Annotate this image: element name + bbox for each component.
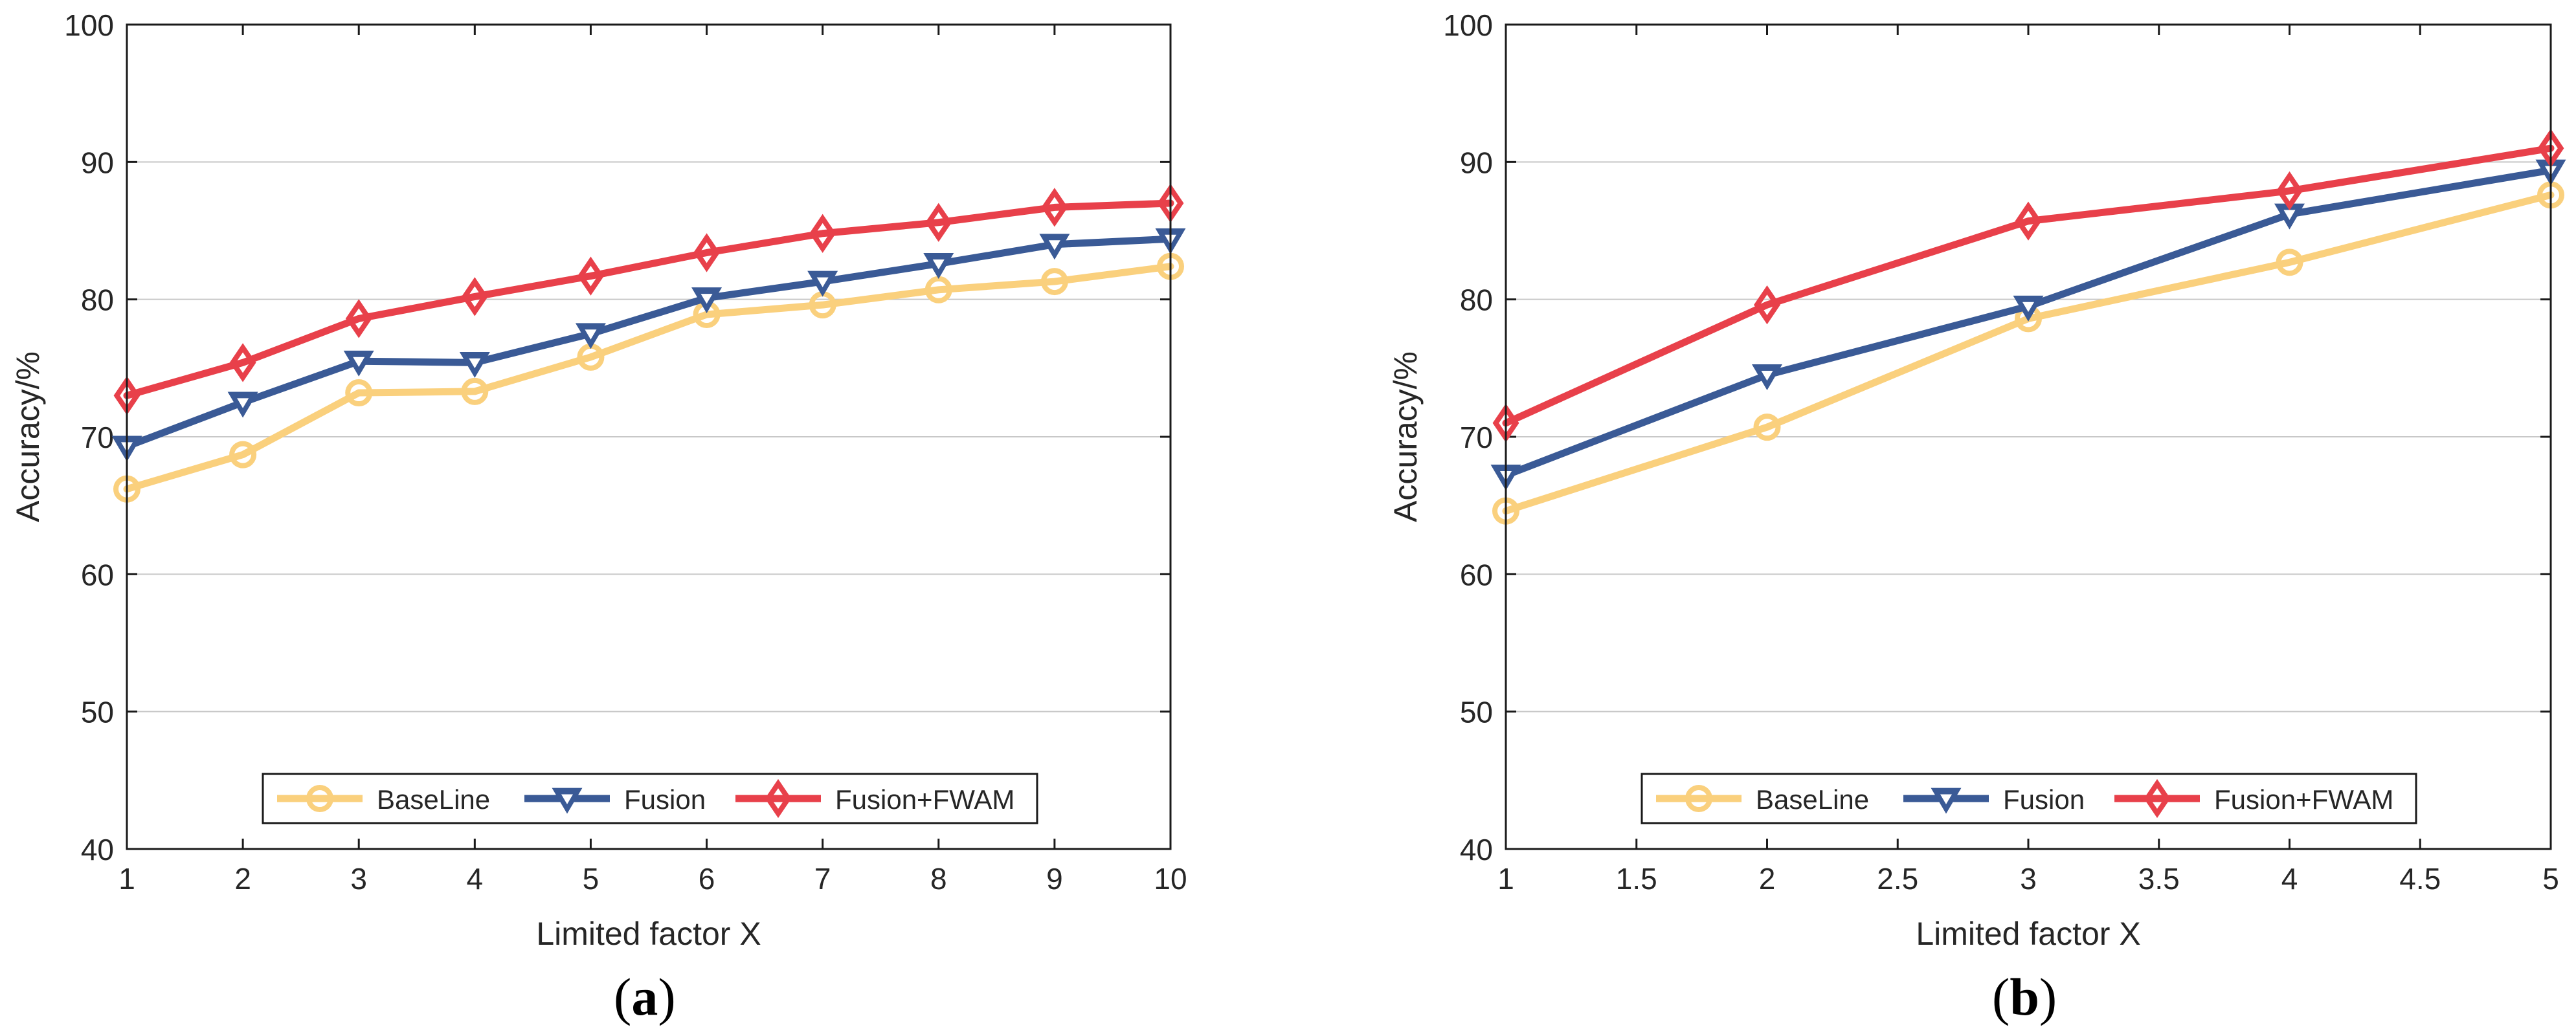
x-tick-label: 2.5 xyxy=(1877,862,1918,896)
series-line-fusion xyxy=(123,235,1174,450)
legend-marker xyxy=(306,785,333,812)
data-point-fusion-fwam xyxy=(461,277,488,316)
data-point-fusion-fwam xyxy=(693,233,720,272)
legend-label: Fusion+FWAM xyxy=(2214,784,2393,815)
data-point-fusion-fwam xyxy=(345,299,372,338)
data-point-fusion-inner xyxy=(469,358,481,369)
data-point-baseline xyxy=(345,379,373,407)
data-point-baseline xyxy=(229,441,257,468)
data-point-fusion-inner xyxy=(1761,370,1773,381)
plot-a-series xyxy=(111,183,1186,503)
x-tick-label: 1 xyxy=(1497,862,1514,896)
x-tick-label: 10 xyxy=(1154,862,1187,896)
legend-box xyxy=(1641,773,2417,824)
data-point-fusion-inner xyxy=(932,259,945,270)
plot-b-gridlines xyxy=(1506,161,2551,712)
x-tick-label: 1.5 xyxy=(1616,862,1657,896)
data-point-baseline xyxy=(1753,413,1781,441)
legend-label: Fusion xyxy=(2003,784,2085,815)
plot-a-y-axis-label: Accuracy/% xyxy=(10,351,46,522)
x-tick-label: 1 xyxy=(118,862,135,896)
data-point-fusion-inner xyxy=(2022,302,2034,313)
legend-label: BaseLine xyxy=(1756,784,1869,815)
data-point-fusion-fwam xyxy=(229,343,256,382)
data-point-fusion-inner xyxy=(816,277,829,287)
data-point-fusion-fwam xyxy=(2015,201,2042,241)
legend-label: Fusion+FWAM xyxy=(835,784,1014,815)
y-tick-label: 80 xyxy=(1460,283,1493,317)
x-tick-label: 5 xyxy=(583,862,599,896)
plot-a-x-axis-label: Limited factor X xyxy=(536,916,761,952)
plot-b-legend: BaseLine Fusion Fusion+FWAM xyxy=(1641,773,2417,824)
plot-a-ticks: 40 50 60 70 80 90 100 1 2 3 4 5 6 7 8 9 10 xyxy=(64,8,1187,896)
y-tick-label: 90 xyxy=(81,146,114,179)
plot-b-x-axis-label: Limited factor X xyxy=(1916,916,2140,952)
y-tick-label: 40 xyxy=(1460,833,1493,866)
y-tick-label: 100 xyxy=(1443,8,1493,42)
y-tick-label: 50 xyxy=(1460,696,1493,729)
data-point-baseline xyxy=(2276,248,2303,276)
data-point-fusion-fwam xyxy=(577,256,604,296)
plot-b-ticks: 40 50 60 70 80 90 100 1 1.5 2 2.5 3 3.5 4 4.5 5 xyxy=(1443,8,2559,896)
y-tick-label: 90 xyxy=(1460,146,1493,179)
x-tick-label: 2 xyxy=(1759,862,1776,896)
x-tick-label: 3 xyxy=(2020,862,2037,896)
panel-b-label: (b) xyxy=(1992,967,2057,1026)
data-point-fusion-fwam xyxy=(2276,171,2303,211)
y-tick-label: 70 xyxy=(81,421,114,454)
x-tick-label: 8 xyxy=(930,862,947,896)
y-tick-label: 100 xyxy=(64,8,114,42)
y-tick-label: 60 xyxy=(1460,558,1493,591)
legend-marker xyxy=(765,778,792,819)
legend-marker-inner xyxy=(561,794,573,804)
legend-label: BaseLine xyxy=(377,784,490,815)
data-point-fusion-inner xyxy=(585,329,597,340)
data-point-fusion-fwam xyxy=(809,214,836,253)
series-line-fusion-fwam xyxy=(1502,144,2555,427)
y-tick-label: 50 xyxy=(81,696,114,729)
legend-box xyxy=(262,773,1038,824)
plot-a-border xyxy=(126,23,1172,850)
data-point-fusion-fwam xyxy=(925,203,952,242)
panel-a-chart: 40 50 60 70 80 90 100 1 2 3 4 5 6 7 8 9 10 BaseLine Fusio… xyxy=(10,8,1187,1026)
x-tick-label: 3.5 xyxy=(2138,862,2180,896)
legend-marker-inner xyxy=(1940,794,1952,804)
legend-marker xyxy=(2144,778,2171,819)
panel-b-letter: b xyxy=(2010,967,2039,1026)
data-point-fusion-inner xyxy=(700,294,713,304)
x-tick-label: 4 xyxy=(467,862,484,896)
panel-a-letter: a xyxy=(631,967,658,1026)
x-tick-label: 2 xyxy=(234,862,251,896)
data-point-fusion-inner xyxy=(2283,210,2296,220)
series-line-baseline xyxy=(123,263,1174,493)
x-tick-label: 9 xyxy=(1046,862,1063,896)
plot-a-gridlines xyxy=(127,161,1170,712)
y-tick-label: 70 xyxy=(1460,421,1493,454)
x-tick-label: 3 xyxy=(350,862,367,896)
data-point-fusion-fwam xyxy=(1041,188,1068,227)
series-line-fusion-fwam xyxy=(123,199,1174,399)
plot-b-y-axis-label: Accuracy/% xyxy=(1387,351,1424,522)
plot-b-border xyxy=(1505,23,2552,850)
x-tick-label: 4 xyxy=(2281,862,2298,896)
data-point-fusion-inner xyxy=(353,357,365,368)
panel-b-chart: 40 50 60 70 80 90 100 1 1.5 2 2.5 3 3.5 4 4.5 5 BaseLin… xyxy=(1387,8,2566,1026)
x-tick-label: 5 xyxy=(2542,862,2559,896)
panel-a-label: (a) xyxy=(614,967,676,1026)
data-point-fusion-inner xyxy=(237,398,249,408)
legend-label: Fusion xyxy=(624,784,706,815)
legend-marker xyxy=(1685,785,1712,812)
data-point-fusion-inner xyxy=(1048,240,1060,250)
data-point-fusion-fwam xyxy=(1754,285,1780,325)
y-tick-label: 60 xyxy=(81,558,114,591)
y-tick-label: 40 xyxy=(81,833,114,866)
x-tick-label: 4.5 xyxy=(2399,862,2441,896)
plot-a-legend: BaseLine Fusion Fusion+FWAM xyxy=(262,773,1038,824)
data-point-baseline xyxy=(1040,268,1068,296)
y-tick-label: 80 xyxy=(81,283,114,317)
x-tick-label: 6 xyxy=(699,862,715,896)
x-tick-label: 7 xyxy=(814,862,831,896)
data-point-baseline xyxy=(461,377,489,405)
